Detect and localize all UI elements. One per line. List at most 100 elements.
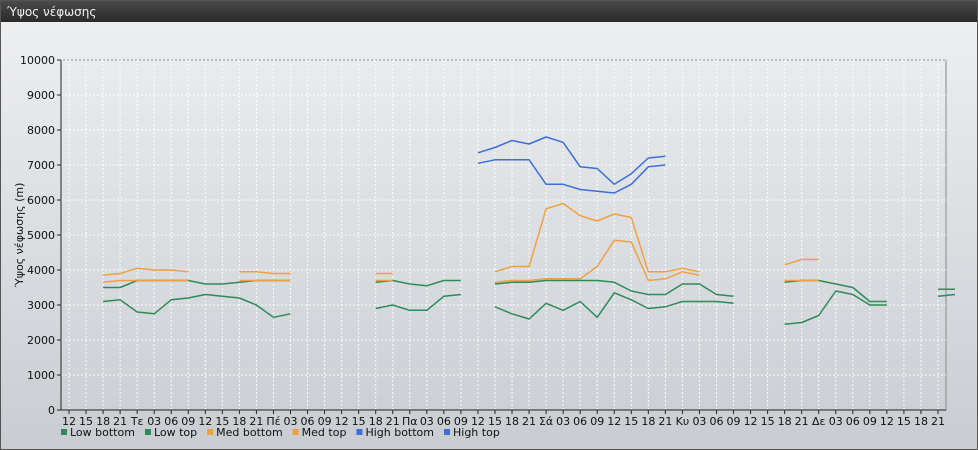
- x-tick-label: 21: [386, 415, 400, 428]
- legend-swatch: [292, 429, 299, 435]
- series-line-segment: [103, 293, 291, 319]
- x-tick-label: 09: [318, 415, 332, 428]
- y-tick-label: 2000: [27, 334, 55, 347]
- x-tick-label: 12: [880, 415, 894, 428]
- legend-label: Med top: [302, 426, 347, 439]
- x-tick-label: 21: [795, 415, 809, 428]
- series-line-segment: [239, 271, 291, 275]
- legend-swatch: [61, 429, 67, 435]
- y-tick-label: 7000: [27, 159, 55, 172]
- x-tick-label: 15: [215, 415, 229, 428]
- y-tick-label: 1000: [27, 369, 55, 382]
- y-tick-label: 3000: [27, 299, 55, 312]
- series-line-segment: [477, 136, 666, 186]
- window-title: Ύψος νέφωσης: [7, 5, 97, 19]
- x-tick-label: 03: [284, 415, 298, 428]
- legend-swatch: [207, 429, 214, 435]
- legend-label: High top: [453, 426, 500, 439]
- x-tick-label: 15: [761, 415, 775, 428]
- series-line-segment: [494, 202, 700, 273]
- series-line-segment: [494, 239, 700, 284]
- x-tick-label: 12: [62, 415, 76, 428]
- x-tick-label: 06: [846, 415, 860, 428]
- legend-swatch: [144, 429, 151, 435]
- series-line-segment: [375, 293, 461, 312]
- legend: Low bottom Low top Med bottom Med top High b…: [61, 426, 500, 439]
- x-tick-label: 18: [369, 415, 383, 428]
- x-tick-label: 06: [301, 415, 315, 428]
- series-low-bottom: [103, 290, 956, 326]
- grid: [60, 59, 947, 411]
- x-tick-label: 21: [249, 415, 263, 428]
- y-tick-label: 5000: [27, 229, 55, 242]
- x-tick-label: 18: [778, 415, 792, 428]
- legend-swatch: [444, 429, 450, 435]
- x-tick-label: 15: [624, 415, 638, 428]
- series-lines: [103, 136, 956, 326]
- x-tick-label: 12: [471, 415, 485, 428]
- x-tick-label: 09: [590, 415, 604, 428]
- y-tick-label: 9000: [27, 89, 55, 102]
- series-line-segment: [937, 293, 956, 298]
- x-tick-label: 21: [658, 415, 672, 428]
- x-tick-label: 03: [692, 415, 706, 428]
- y-tick-label: 10000: [20, 54, 55, 67]
- y-tick-label: 6000: [27, 194, 55, 207]
- x-tick-label: 12: [335, 415, 349, 428]
- y-axis-label: Ύψος νέφωσης (m): [13, 183, 26, 289]
- x-tick-label: 06: [164, 415, 178, 428]
- x-tick-label: 09: [727, 415, 741, 428]
- x-tick-label: Πα: [402, 415, 418, 428]
- x-tick-label: 03: [829, 415, 843, 428]
- series-med-bottom: [103, 239, 819, 284]
- x-tick-label: 03: [556, 415, 570, 428]
- x-tick-label: 15: [488, 415, 502, 428]
- window-titlebar: Ύψος νέφωσης: [1, 1, 977, 22]
- x-tick-label: 06: [437, 415, 451, 428]
- x-tick-label: Σά: [539, 415, 553, 428]
- x-tick-label: 21: [113, 415, 127, 428]
- x-tick-label: 15: [352, 415, 366, 428]
- x-tick-label: 12: [607, 415, 621, 428]
- x-tick-label: 21: [931, 415, 945, 428]
- series-high-top: [477, 136, 666, 186]
- x-axis: 12 15 18 21 Τε 03 06 09 12 15 18 21 Πέ 03 06 09 12 15 18 21…: [61, 409, 946, 428]
- legend-label: Low bottom: [70, 426, 135, 439]
- y-tick-label: 0: [48, 404, 55, 417]
- y-tick-label: 8000: [27, 124, 55, 137]
- legend-swatch: [356, 429, 363, 435]
- series-line-segment: [103, 279, 189, 284]
- series-low-top: [103, 279, 955, 303]
- x-tick-label: 09: [181, 415, 195, 428]
- x-tick-label: 12: [198, 415, 212, 428]
- x-tick-label: Πέ: [266, 415, 280, 428]
- x-tick-label: 03: [420, 415, 434, 428]
- series-line-segment: [375, 279, 461, 287]
- x-tick-label: 09: [863, 415, 877, 428]
- x-tick-label: Δε: [812, 415, 826, 428]
- x-tick-label: 06: [573, 415, 587, 428]
- y-axis: 0 1000 2000 3000 4000 5000 6000 7000 8000 9000 100…: [20, 54, 62, 417]
- series-line-segment: [784, 290, 887, 326]
- x-tick-label: 12: [744, 415, 758, 428]
- y-tick-label: 4000: [27, 264, 55, 277]
- legend-label: High bottom: [365, 426, 434, 439]
- series-line-segment: [784, 258, 819, 266]
- series-med-top: [103, 202, 819, 277]
- x-tick-label: 21: [522, 415, 536, 428]
- x-tick-label: 15: [79, 415, 93, 428]
- x-tick-label: 18: [641, 415, 655, 428]
- x-tick-label: Κυ: [676, 415, 690, 428]
- series-line-segment: [103, 279, 291, 289]
- x-tick-label: 09: [454, 415, 468, 428]
- x-tick-label: 18: [914, 415, 928, 428]
- x-tick-label: 03: [147, 415, 161, 428]
- series-line-segment: [477, 159, 666, 194]
- x-tick-label: 18: [96, 415, 110, 428]
- x-tick-label: 18: [232, 415, 246, 428]
- x-tick-label: 18: [505, 415, 519, 428]
- legend-label: Low top: [154, 426, 197, 439]
- series-line-segment: [494, 292, 734, 320]
- legend-label: Med bottom: [216, 426, 283, 439]
